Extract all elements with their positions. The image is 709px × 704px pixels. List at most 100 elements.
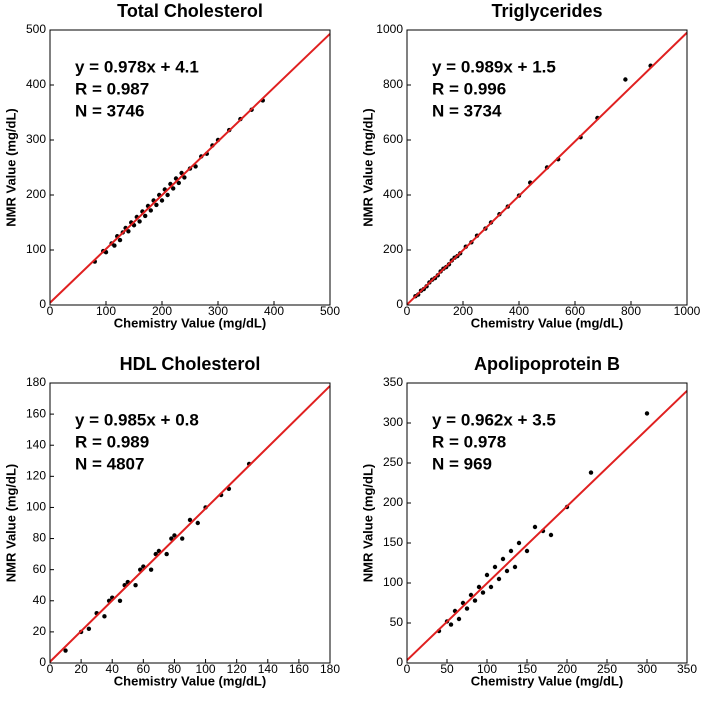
x-tick-label: 1000 — [674, 304, 701, 318]
chart-title: Total Cholesterol — [117, 1, 263, 21]
data-point — [187, 517, 193, 523]
data-point — [143, 213, 148, 219]
annotation: N = 3746 — [75, 101, 144, 120]
x-tick-label: 100 — [96, 304, 116, 318]
x-tick-label: 400 — [509, 304, 529, 318]
data-point — [154, 202, 159, 208]
x-tick-label: 400 — [264, 304, 284, 318]
y-tick-label: 140 — [26, 437, 46, 451]
data-point — [148, 208, 153, 213]
data-point — [63, 648, 68, 653]
data-point — [516, 540, 522, 546]
x-tick-label: 0 — [47, 662, 54, 676]
chart-title: Apolipoprotein B — [474, 354, 620, 374]
y-tick-label: 100 — [26, 500, 46, 514]
annotation: R = 0.989 — [75, 432, 149, 451]
data-point — [171, 186, 176, 191]
y-tick-label: 100 — [383, 575, 403, 589]
y-tick-label: 100 — [26, 242, 46, 256]
data-point — [456, 616, 462, 622]
x-axis-label: Chemistry Value (mg/dL) — [471, 315, 623, 330]
annotation: N = 4807 — [75, 454, 144, 473]
y-tick-label: 80 — [33, 531, 47, 545]
data-point — [148, 567, 154, 572]
annotation: R = 0.996 — [432, 79, 506, 98]
data-point — [102, 614, 107, 619]
x-tick-label: 180 — [320, 662, 340, 676]
data-point — [532, 524, 538, 530]
plot-frame — [49, 29, 331, 306]
x-tick-label: 120 — [227, 662, 247, 676]
chart-title: HDL Cholesterol — [120, 354, 261, 374]
x-tick-label: 600 — [565, 304, 585, 318]
x-tick-label: 50 — [440, 662, 454, 676]
y-tick-label: 0 — [396, 655, 403, 669]
data-point — [504, 568, 510, 574]
data-point — [133, 583, 138, 588]
y-tick-label: 1000 — [376, 22, 403, 36]
y-tick-label: 250 — [383, 455, 403, 469]
y-axis-label: NMR Value (mg/dL) — [3, 108, 18, 226]
plot-frame — [49, 382, 331, 664]
y-axis-label: NMR Value (mg/dL) — [360, 108, 375, 226]
fit-line — [406, 390, 688, 661]
y-tick-label: 120 — [26, 469, 46, 483]
data-point — [468, 592, 474, 598]
x-tick-label: 200 — [453, 304, 473, 318]
data-point — [86, 626, 92, 631]
data-point — [117, 598, 123, 603]
fit-line — [49, 385, 331, 663]
y-tick-label: 40 — [33, 593, 47, 607]
x-tick-label: 300 — [637, 662, 657, 676]
fit-line — [49, 33, 331, 304]
chart-title: Triglycerides — [491, 1, 602, 21]
data-point — [169, 536, 174, 541]
annotation: y = 0.978x + 4.1 — [75, 57, 199, 76]
x-tick-label: 100 — [196, 662, 216, 676]
data-point — [137, 219, 142, 224]
x-axis-label: Chemistry Value (mg/dL) — [114, 673, 266, 688]
data-point — [524, 548, 530, 554]
y-tick-label: 0 — [39, 655, 46, 669]
data-point — [484, 572, 490, 578]
annotation: y = 0.985x + 0.8 — [75, 410, 199, 429]
y-tick-label: 200 — [26, 187, 46, 201]
x-tick-label: 150 — [517, 662, 537, 676]
annotation: R = 0.978 — [432, 432, 506, 451]
x-tick-label: 20 — [74, 662, 88, 676]
y-tick-label: 300 — [26, 132, 46, 146]
data-point — [164, 551, 169, 557]
data-point — [172, 533, 177, 538]
data-point — [176, 180, 181, 186]
y-tick-label: 300 — [383, 415, 403, 429]
annotation: N = 3734 — [432, 101, 502, 120]
data-point — [508, 548, 514, 554]
data-point — [126, 229, 131, 234]
y-tick-label: 160 — [26, 406, 46, 420]
data-point — [165, 192, 170, 198]
annotation: R = 0.987 — [75, 79, 149, 98]
x-tick-label: 80 — [168, 662, 182, 676]
y-tick-label: 20 — [33, 624, 47, 638]
x-tick-label: 0 — [47, 304, 54, 318]
x-tick-label: 160 — [289, 662, 309, 676]
data-point — [492, 564, 498, 570]
plot-frame — [406, 382, 688, 664]
data-point — [548, 532, 554, 538]
y-tick-label: 60 — [33, 562, 47, 576]
data-point — [195, 520, 200, 526]
y-tick-label: 180 — [26, 375, 46, 389]
annotation: N = 969 — [432, 454, 492, 473]
x-tick-label: 350 — [677, 662, 697, 676]
data-point — [180, 536, 185, 541]
x-tick-label: 250 — [597, 662, 617, 676]
annotation: y = 0.989x + 1.5 — [432, 57, 556, 76]
y-axis-label: NMR Value (mg/dL) — [3, 464, 18, 582]
x-axis-label: Chemistry Value (mg/dL) — [471, 673, 623, 688]
y-tick-label: 200 — [383, 495, 403, 509]
x-tick-label: 800 — [621, 304, 641, 318]
y-tick-label: 200 — [383, 242, 403, 256]
data-point — [623, 77, 628, 82]
